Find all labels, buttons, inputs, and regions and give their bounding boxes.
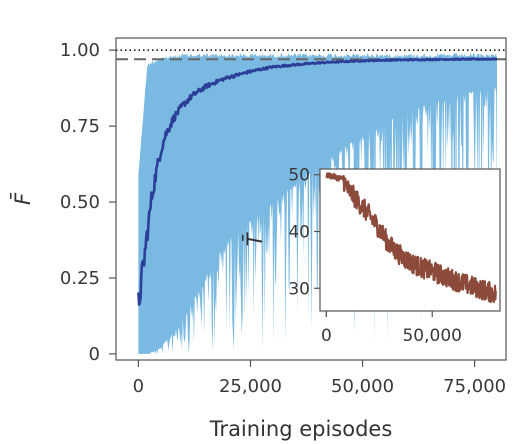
inset-chart: 0 50,000 30 40 50 T̄ [242,166,501,346]
inset-y-tick-label: 30 [288,279,310,299]
mean-fidelity-line [137,57,498,306]
main-y-tick-label: 1.00 [60,40,100,61]
main-x-tick-label: 50,000 [331,376,394,397]
main-y-tick-label: 0.25 [60,268,100,289]
inset-y-tick-label: 40 [288,222,310,242]
inset-y-axis-label: T̄ [242,231,267,246]
main-y-tick-label: 0.75 [60,116,100,137]
inset-x-tick-label: 0 [321,326,332,346]
main-x-ticks: 0 25,000 50,000 75,000 [133,360,506,397]
main-y-tick-label: 0.50 [60,192,100,213]
inset-plot-frame [319,168,501,312]
main-chart: 0 25,000 50,000 75,000 0 0.25 0.50 0.75 1.00 Tr… [10,37,507,441]
main-plot-frame [115,37,507,361]
inset-y-ticks: 30 40 50 [288,166,320,299]
fidelity-variance-band [138,53,497,354]
main-x-tick-label: 75,000 [443,376,506,397]
inset-x-ticks: 0 50,000 [321,311,462,346]
inset-x-tick-label: 50,000 [402,326,461,346]
y-axis-label: F̄ [10,192,35,205]
inset-y-tick-label: 50 [288,166,310,186]
main-y-tick-label: 0 [89,344,100,365]
main-x-tick-label: 0 [133,376,144,397]
x-axis-label: Training episodes [209,417,393,441]
mean-time-line [325,172,497,304]
main-y-ticks: 0 0.25 0.50 0.75 1.00 [60,40,116,365]
main-x-tick-label: 25,000 [219,376,282,397]
